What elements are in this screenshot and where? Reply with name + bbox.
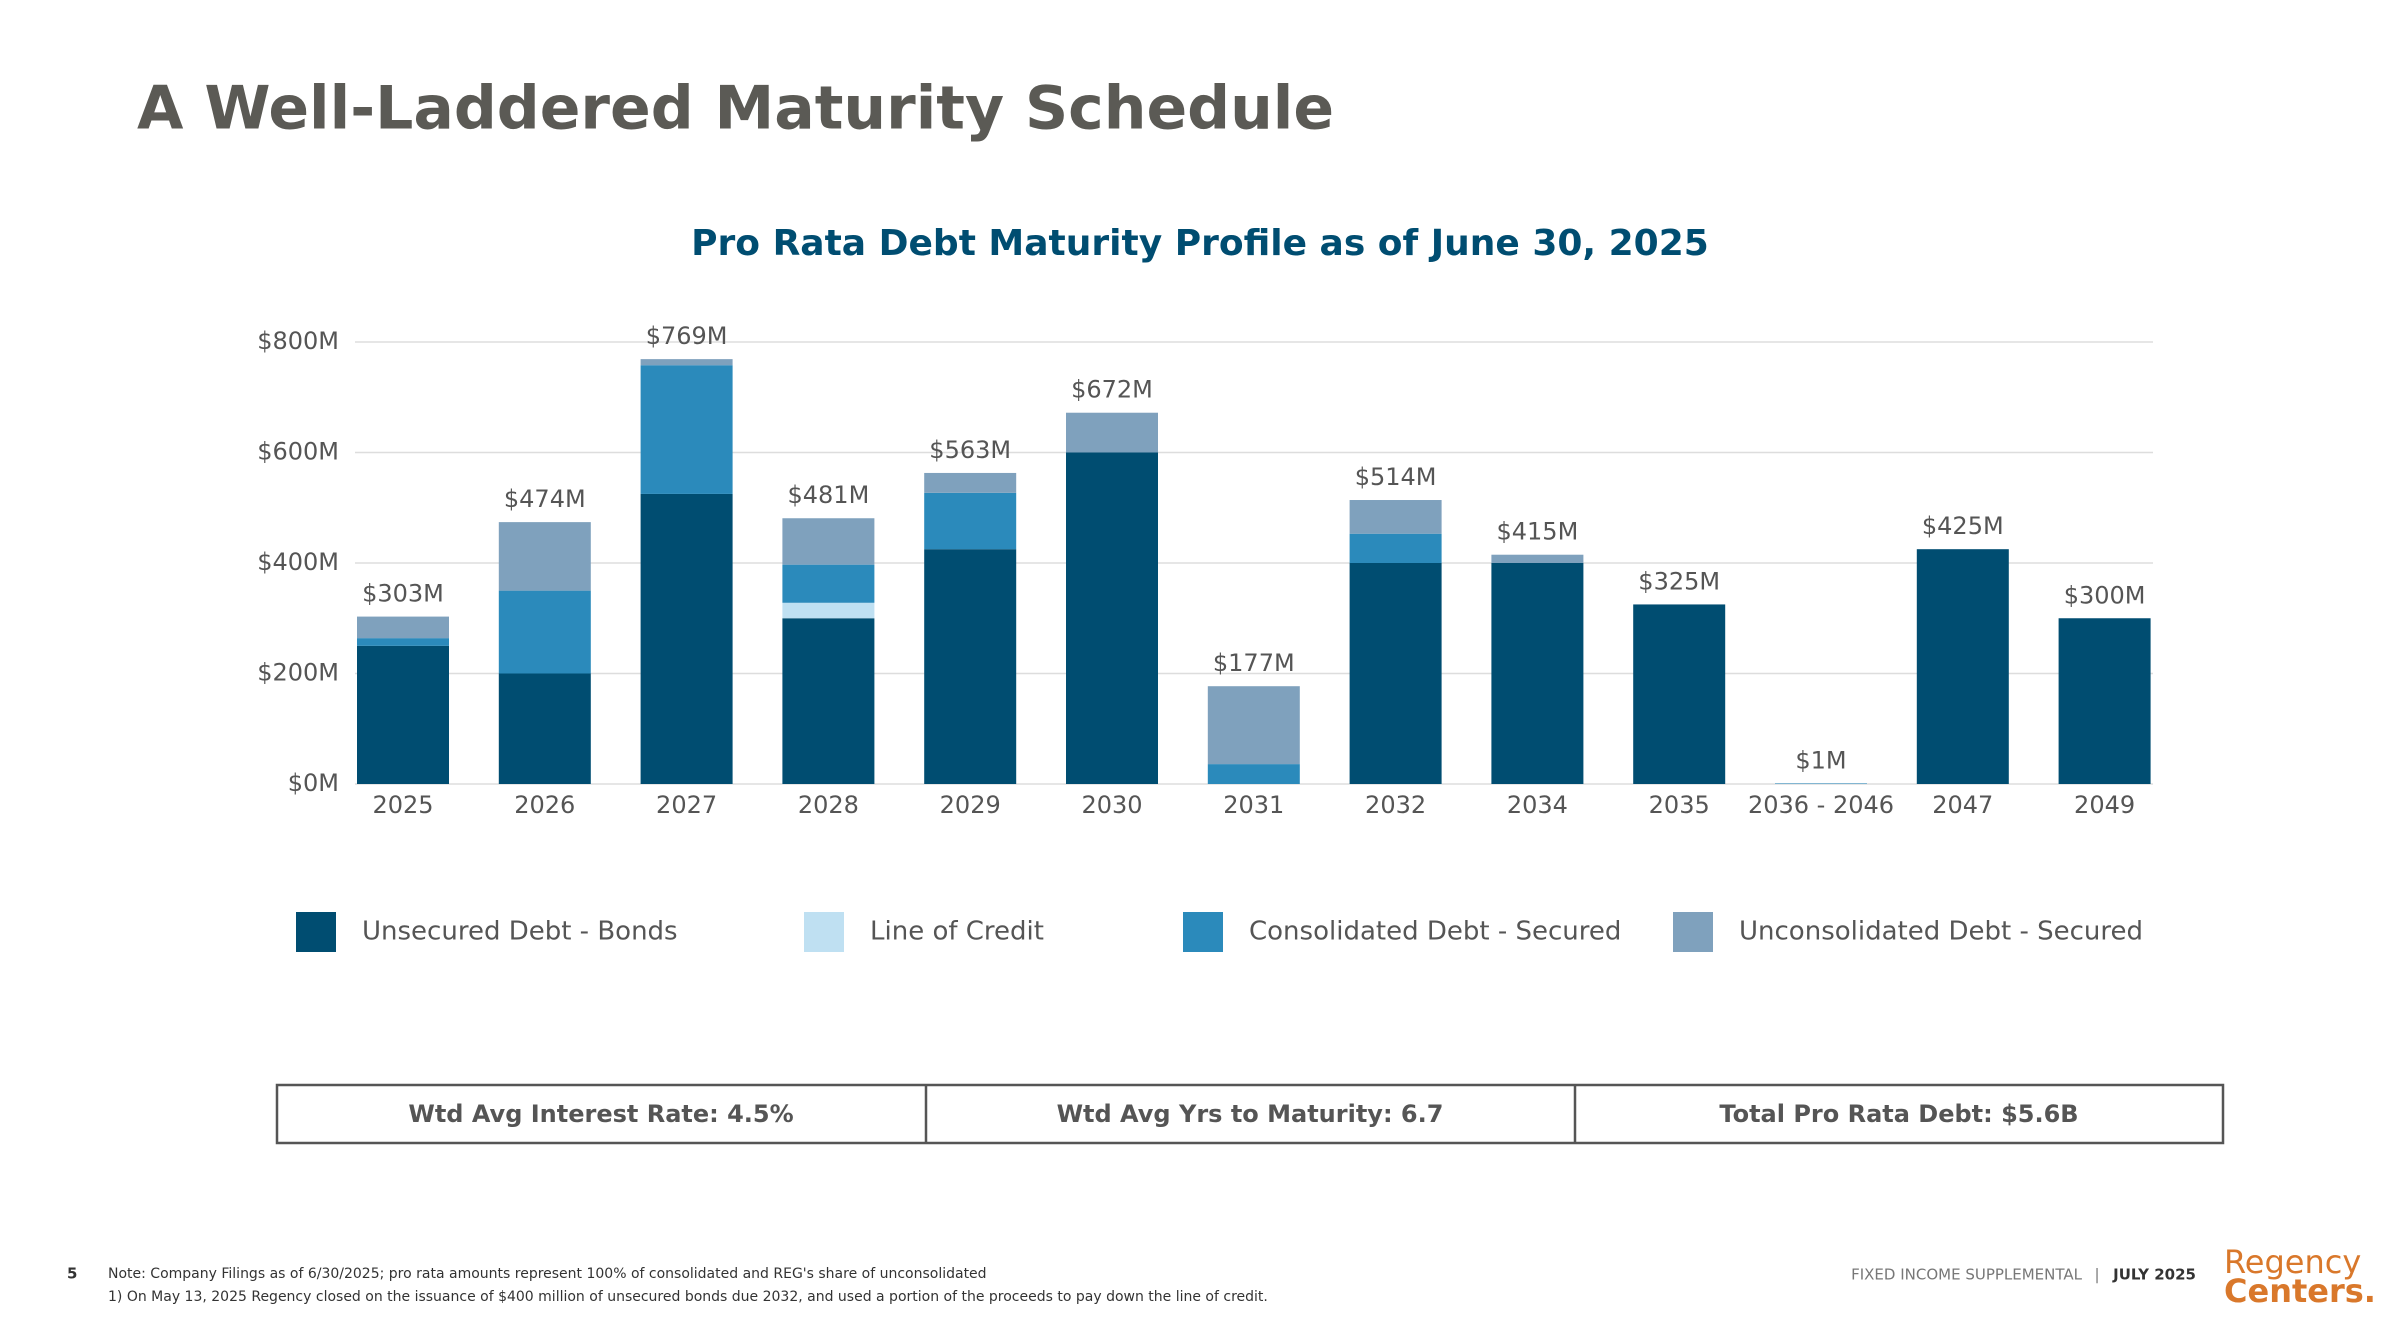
bar-segment — [357, 645, 449, 784]
bar-segment — [924, 492, 1017, 550]
bar-segment — [1066, 412, 1158, 453]
total-label: $300M — [2064, 581, 2146, 609]
logo: Regency — [2224, 1243, 2361, 1281]
total-label: $177M — [1213, 649, 1295, 677]
legend-swatch — [1183, 912, 1223, 952]
legend-label: Unconsolidated Debt - Secured — [1739, 917, 2143, 947]
total-label: $425M — [1922, 512, 2004, 540]
bar-segment — [1349, 500, 1442, 534]
total-label: $415M — [1497, 518, 1579, 546]
bar-segment — [782, 602, 875, 619]
footer-document: FIXED INCOME SUPPLEMENTAL — [1851, 1266, 2083, 1284]
x-tick-label: 2031 — [1223, 791, 1284, 819]
logo: Centers. — [2224, 1272, 2376, 1310]
table-cell: Wtd Avg Interest Rate: 4.5% — [408, 1100, 793, 1128]
legend-label: Line of Credit — [870, 917, 1044, 947]
bar-segment — [1349, 563, 1442, 784]
footer-date: JULY 2025 — [2112, 1266, 2196, 1284]
x-tick-label: 2032 — [1365, 791, 1426, 819]
total-label: $474M — [504, 485, 586, 513]
bar-segment — [1491, 563, 1584, 784]
y-tick-label: $0M — [288, 769, 339, 797]
legend-swatch — [1673, 912, 1713, 952]
x-tick-label: 2029 — [940, 791, 1001, 819]
bar-segment — [1633, 604, 1726, 784]
bar-segment — [782, 518, 875, 565]
footnote: Note: Company Filings as of 6/30/2025; p… — [108, 1266, 987, 1282]
total-label: $769M — [646, 322, 728, 350]
bar-segment — [1916, 549, 2009, 784]
bar-segment — [782, 564, 875, 603]
bar-segment — [1775, 783, 1867, 784]
bar-segment — [1066, 452, 1158, 784]
x-tick-label: 2049 — [2074, 791, 2135, 819]
table-cell: Wtd Avg Yrs to Maturity: 6.7 — [1057, 1100, 1444, 1128]
legend-label: Consolidated Debt - Secured — [1249, 917, 1621, 947]
y-tick-label: $400M — [257, 548, 339, 576]
y-tick-label: $600M — [257, 438, 339, 466]
chart-title: Pro Rata Debt Maturity Profile as of Jun… — [691, 223, 1709, 264]
bar-segment — [1207, 686, 1300, 765]
bar-segment — [1349, 533, 1442, 563]
bar-segment — [498, 673, 591, 784]
x-tick-label: 2035 — [1649, 791, 1710, 819]
total-label: $325M — [1638, 567, 1720, 595]
x-tick-label: 2030 — [1081, 791, 1142, 819]
bar-segment — [782, 618, 875, 784]
total-label: $481M — [788, 481, 870, 509]
slide-title: A Well-Laddered Maturity Schedule — [137, 74, 1334, 144]
total-label: $563M — [929, 436, 1011, 464]
bar-segment — [357, 616, 449, 639]
bar-segment — [640, 365, 733, 494]
table-border — [275, 1083, 2225, 1145]
bar-segment — [357, 638, 449, 646]
y-tick-label: $200M — [257, 659, 339, 687]
x-tick-label: 2047 — [1932, 791, 1993, 819]
bar-segment — [1491, 554, 1584, 563]
legend-swatch — [296, 912, 336, 952]
x-tick-label: 2028 — [798, 791, 859, 819]
legend-swatch — [804, 912, 844, 952]
bar-segment — [924, 549, 1017, 784]
bar-segment — [640, 359, 733, 366]
total-label: $672M — [1071, 376, 1153, 404]
total-label: $1M — [1795, 746, 1846, 774]
footer-separator: | — [2094, 1266, 2099, 1284]
bar-segment — [2058, 618, 2151, 784]
x-tick-label: 2025 — [372, 791, 433, 819]
bar-segment — [924, 472, 1017, 493]
table-cell: Total Pro Rata Debt: $5.6B — [1719, 1100, 2078, 1128]
page-number: 5 — [67, 1265, 77, 1283]
summary-table: Wtd Avg Interest Rate: 4.5% Wtd Avg Yrs … — [275, 1083, 2225, 1145]
y-tick-label: $800M — [257, 327, 339, 355]
x-tick-label: 2034 — [1507, 791, 1568, 819]
x-tick-label: 2036 - 2046 — [1748, 791, 1894, 819]
total-label: $303M — [362, 580, 444, 608]
bar-segment — [498, 522, 591, 591]
x-tick-label: 2026 — [514, 791, 575, 819]
bar-segment — [1207, 764, 1300, 784]
legend-label: Unsecured Debt - Bonds — [362, 917, 678, 947]
total-label: $514M — [1355, 463, 1437, 491]
footnote: 1) On May 13, 2025 Regency closed on the… — [108, 1289, 1268, 1305]
x-tick-label: 2027 — [656, 791, 717, 819]
bar-segment — [498, 590, 591, 674]
bar-segment — [640, 493, 733, 784]
